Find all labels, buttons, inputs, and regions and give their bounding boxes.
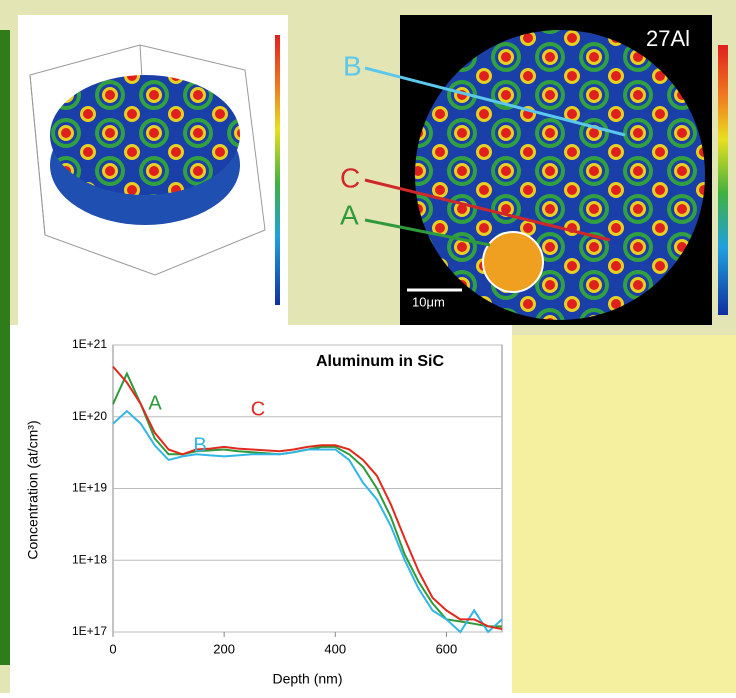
annotation: Aluminum in SiC xyxy=(316,353,444,370)
colorbar xyxy=(718,45,728,315)
y-tick-label: 1E+21 xyxy=(72,337,107,351)
x-tick-label: 0 xyxy=(109,641,116,656)
y-tick-label: 1E+19 xyxy=(72,481,107,495)
x-tick-label: 600 xyxy=(436,641,458,656)
colorbar xyxy=(275,35,280,305)
label-c: C xyxy=(340,162,360,193)
scale-label: 10μm xyxy=(412,294,445,309)
x-tick-label: 400 xyxy=(324,641,346,656)
y-tick-label: 1E+17 xyxy=(72,624,107,638)
y-tick-label: 1E+18 xyxy=(72,552,107,566)
label-b: B xyxy=(343,50,362,81)
y-axis-label: Concentration (at/cm³) xyxy=(25,420,41,559)
map-disk xyxy=(415,30,705,320)
x-tick-label: 200 xyxy=(213,641,235,656)
slide: 右上: 二次イオン（分析領域 60μ左上: 3次元マッ下: 右上図内の程度の領域… xyxy=(0,0,736,693)
element-label: 27Al xyxy=(646,26,690,51)
y-tick-label: 1E+20 xyxy=(72,409,107,423)
annotation: C xyxy=(251,398,265,420)
annotation: A xyxy=(148,392,162,414)
label-a: A xyxy=(340,199,359,230)
side-strip xyxy=(0,30,10,665)
annotation: B xyxy=(193,434,206,456)
x-axis-label: Depth (nm) xyxy=(272,671,342,687)
caption-box xyxy=(512,335,736,693)
region-a xyxy=(483,232,543,292)
sample-top xyxy=(50,75,240,195)
